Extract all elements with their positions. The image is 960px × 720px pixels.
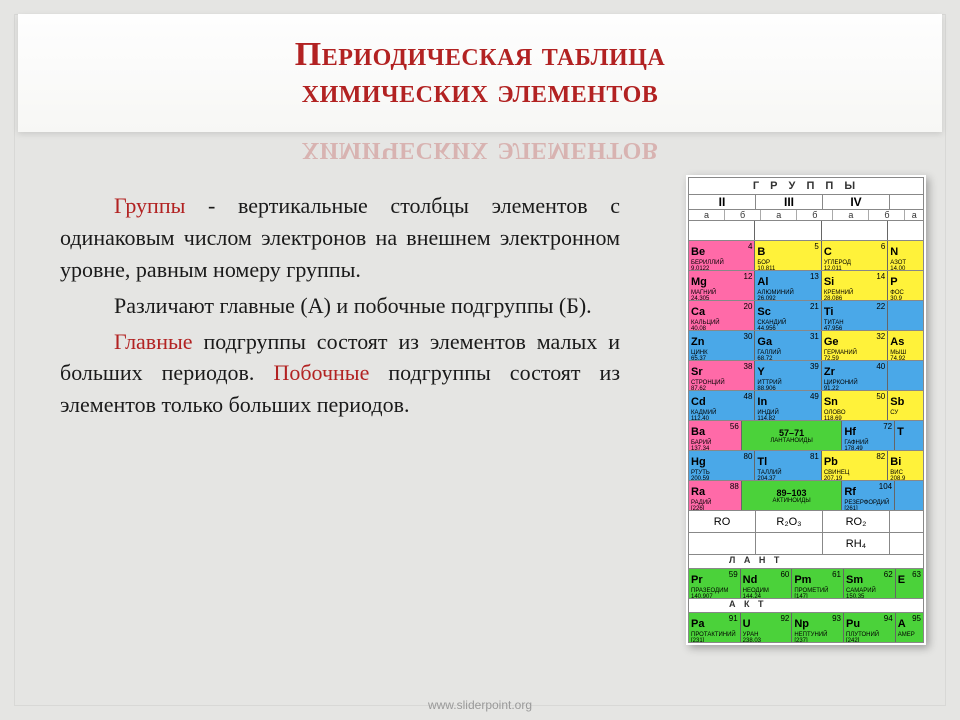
element-cell: Hf72ГАФНИЙ178.49 xyxy=(842,421,895,450)
element-cell: Sn50ОЛОВО118.69 xyxy=(822,391,888,420)
element-cell: Ca20КАЛЬЦИЙ40.08 xyxy=(689,301,755,330)
element-cell: Ga31ГАЛЛИЙ68.72 xyxy=(755,331,821,360)
ptable-row: Ba56БАРИЙ137.3457–71ЛАНТАНОИДЫHf72ГАФНИЙ… xyxy=(688,421,924,451)
ptable-row: Sr38СТРОНЦИЙ87.62Y39ИТТРИЙ88.906Zr40ЦИРК… xyxy=(688,361,924,391)
element-cell: C6УГЛЕРОД12.011 xyxy=(822,241,888,270)
element-cell xyxy=(888,301,923,330)
ptable-subgroup-row: абабаба xyxy=(688,210,924,221)
element-cell: Hg80РТУТЬ200.59 xyxy=(689,451,755,480)
element-cell: Ge32ГЕРМАНИЙ72.59 xyxy=(822,331,888,360)
element-cell: Ti22ТИТАН47.956 xyxy=(822,301,888,330)
ptable-row: Mg12МАГНИЙ24.305Al13АЛЮМИНИЙ26.092Si14КР… xyxy=(688,271,924,301)
ptable-empty-row xyxy=(688,221,924,241)
element-cell: AsМЫШ74.92 xyxy=(888,331,923,360)
term-main: Главные xyxy=(114,329,193,354)
element-cell: B5БОР10.811 xyxy=(755,241,821,270)
element-cell: Np93НЕПТУНИЙ[237] xyxy=(792,613,844,642)
ptable-roman-row: IIIIIIV xyxy=(688,195,924,210)
ptable-row: Hg80РТУТЬ200.59Tl81ТАЛЛИЙ204.37Pb82СВИНЕ… xyxy=(688,451,924,481)
ptable-body: Be4БЕРИЛЛИЙ9.0122B5БОР10.811C6УГЛЕРОД12.… xyxy=(688,241,924,511)
paragraph-2: Различают главные (А) и побочные подгруп… xyxy=(60,290,620,322)
ptable-row: Ra88РАДИЙ[226]89–103АКТИНОИДЫRf104РЕЗЕРФ… xyxy=(688,481,924,511)
element-cell: Zn30ЦИНК65.37 xyxy=(689,331,755,360)
element-cell: A95АМЕР xyxy=(896,613,923,642)
element-cell: Cd48КАДМИЙ112.40 xyxy=(689,391,755,420)
footer-link: www.sliderpoint.org xyxy=(0,698,960,712)
element-cell: 89–103АКТИНОИДЫ xyxy=(742,481,843,510)
element-cell: Pa91ПРОТАКТИНИЙ[231] xyxy=(689,613,741,642)
element-cell: E63 xyxy=(896,569,923,598)
ptable-header: Г Р У П П Ы xyxy=(688,177,924,195)
element-cell: Nd60НЕОДИМ144.24 xyxy=(741,569,793,598)
title-line-1: Периодическая таблица xyxy=(295,36,665,73)
element-cell: Mg12МАГНИЙ24.305 xyxy=(689,271,755,300)
element-cell: Ra88РАДИЙ[226] xyxy=(689,481,742,510)
element-cell: Tl81ТАЛЛИЙ204.37 xyxy=(755,451,821,480)
element-cell: Al13АЛЮМИНИЙ26.092 xyxy=(755,271,821,300)
element-cell: SbСУ xyxy=(888,391,923,420)
element-cell: 57–71ЛАНТАНОИДЫ xyxy=(742,421,843,450)
paragraph-3: Главные подгруппы состоят из элементов м… xyxy=(60,326,620,422)
element-cell: Pb82СВИНЕЦ207.19 xyxy=(822,451,888,480)
element-cell: Y39ИТТРИЙ88.906 xyxy=(755,361,821,390)
periodic-table-fragment: Г Р У П П Ы IIIIIIV абабаба Be4БЕРИЛЛИЙ9… xyxy=(686,175,926,645)
element-cell: Pu94ПЛУТОНИЙ[242] xyxy=(844,613,896,642)
element-cell: Pr59ПРАЗЕОДИМ140.907 xyxy=(689,569,741,598)
element-cell: NАЗОТ14.00 xyxy=(888,241,923,270)
element-cell: Rf104РЕЗЕРФОРДИЙ[261] xyxy=(842,481,895,510)
element-cell: Zr40ЦИРКОНИЙ91.22 xyxy=(822,361,888,390)
body-text: Группы - вертикальные столбцы элементов … xyxy=(60,190,620,425)
element-cell: In49ИНДИЙ114.82 xyxy=(755,391,821,420)
term-side: Побочные xyxy=(273,360,369,385)
ptable-row: Ca20КАЛЬЦИЙ40.08Sc21СКАНДИЙ44.956Ti22ТИТ… xyxy=(688,301,924,331)
ptable-row: Zn30ЦИНК65.37Ga31ГАЛЛИЙ68.72Ge32ГЕРМАНИЙ… xyxy=(688,331,924,361)
oxide-row-1: ROR₂O₃RO₂ xyxy=(688,511,924,533)
element-cell: PФОС30.9 xyxy=(888,271,923,300)
element-cell: Sr38СТРОНЦИЙ87.62 xyxy=(689,361,755,390)
element-cell xyxy=(888,361,923,390)
element-cell: Pm61ПРОМЕТИЙ[147] xyxy=(792,569,844,598)
actinide-label: А К Т xyxy=(688,599,924,613)
element-cell: Sc21СКАНДИЙ44.956 xyxy=(755,301,821,330)
lanthanide-row: Pr59ПРАЗЕОДИМ140.907Nd60НЕОДИМ144.24Pm61… xyxy=(688,569,924,599)
term-groups: Группы xyxy=(114,193,185,218)
paragraph-1: Группы - вертикальные столбцы элементов … xyxy=(60,190,620,286)
title-bar: Периодическая таблица химических элемент… xyxy=(18,14,942,132)
oxide-row-2: RH₄ xyxy=(688,533,924,555)
ptable-row: Be4БЕРИЛЛИЙ9.0122B5БОР10.811C6УГЛЕРОД12.… xyxy=(688,241,924,271)
element-cell xyxy=(895,481,923,510)
element-cell: Sm62САМАРИЙ150.35 xyxy=(844,569,896,598)
ptable-row: Cd48КАДМИЙ112.40In49ИНДИЙ114.82Sn50ОЛОВО… xyxy=(688,391,924,421)
actinide-row: Pa91ПРОТАКТИНИЙ[231]U92УРАН238.03Np93НЕП… xyxy=(688,613,924,643)
element-cell: Be4БЕРИЛЛИЙ9.0122 xyxy=(689,241,755,270)
element-cell: Ba56БАРИЙ137.34 xyxy=(689,421,742,450)
lanthanide-label: Л А Н Т xyxy=(688,555,924,569)
element-cell: BiВИС208.9 xyxy=(888,451,923,480)
title-line-2: химических элементов xyxy=(302,73,659,110)
element-cell: T xyxy=(895,421,923,450)
element-cell: U92УРАН238.03 xyxy=(741,613,793,642)
element-cell: Si14КРЕМНИЙ28.086 xyxy=(822,271,888,300)
